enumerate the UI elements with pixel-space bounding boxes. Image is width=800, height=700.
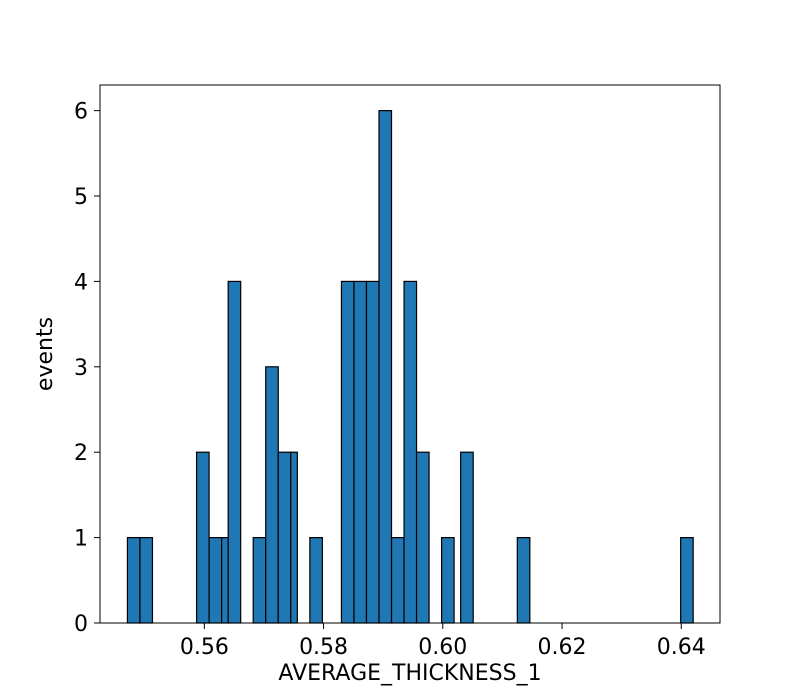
plot-frame — [99, 84, 721, 624]
histogram-bar — [208, 537, 223, 624]
histogram-bar — [227, 280, 242, 624]
histogram-bar — [365, 280, 380, 624]
histogram-bar — [290, 451, 298, 624]
y-tick-label: 5 — [74, 185, 88, 210]
x-tick-label: 0.56 — [180, 635, 229, 660]
histogram-bar — [440, 537, 455, 624]
x-tick-label: 0.60 — [418, 635, 467, 660]
y-tick-label: 6 — [74, 100, 88, 125]
histogram-bar — [403, 280, 418, 624]
y-tick-label: 4 — [74, 270, 88, 295]
histogram-bar — [195, 451, 210, 624]
histogram-bar — [680, 537, 694, 624]
histogram-bars — [126, 110, 694, 624]
y-axis-ticks: 0 1 2 3 4 5 6 — [74, 100, 100, 637]
histogram-bar — [340, 280, 355, 624]
histogram-bar — [353, 280, 368, 624]
histogram-bar — [415, 451, 430, 624]
histogram-bar — [221, 537, 229, 624]
x-axis-label: AVERAGE_THICKNESS_1 — [278, 661, 541, 686]
y-tick-label: 2 — [74, 441, 88, 466]
histogram-bar — [277, 451, 292, 624]
y-axis-label: events — [33, 317, 58, 391]
histogram-bar — [139, 537, 154, 624]
histogram-bar — [309, 537, 323, 624]
y-tick-label: 1 — [74, 527, 88, 552]
histogram-bar — [126, 537, 141, 624]
x-tick-label: 0.58 — [299, 635, 348, 660]
histogram-bar — [265, 366, 279, 624]
y-tick-label: 0 — [74, 612, 88, 637]
histogram-bar — [516, 537, 531, 624]
x-axis-ticks: 0.56 0.58 0.60 0.62 0.64 — [180, 623, 706, 660]
histogram-bar — [252, 537, 267, 624]
histogram-bar — [460, 451, 474, 624]
y-tick-label: 3 — [74, 356, 88, 381]
histogram-bar — [390, 537, 405, 624]
x-tick-label: 0.64 — [657, 635, 706, 660]
histogram-bar — [378, 110, 393, 624]
x-tick-label: 0.62 — [538, 635, 587, 660]
